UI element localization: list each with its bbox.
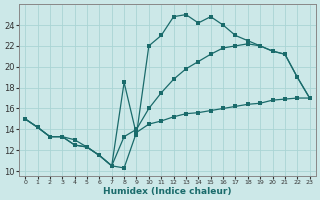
X-axis label: Humidex (Indice chaleur): Humidex (Indice chaleur) — [103, 187, 232, 196]
